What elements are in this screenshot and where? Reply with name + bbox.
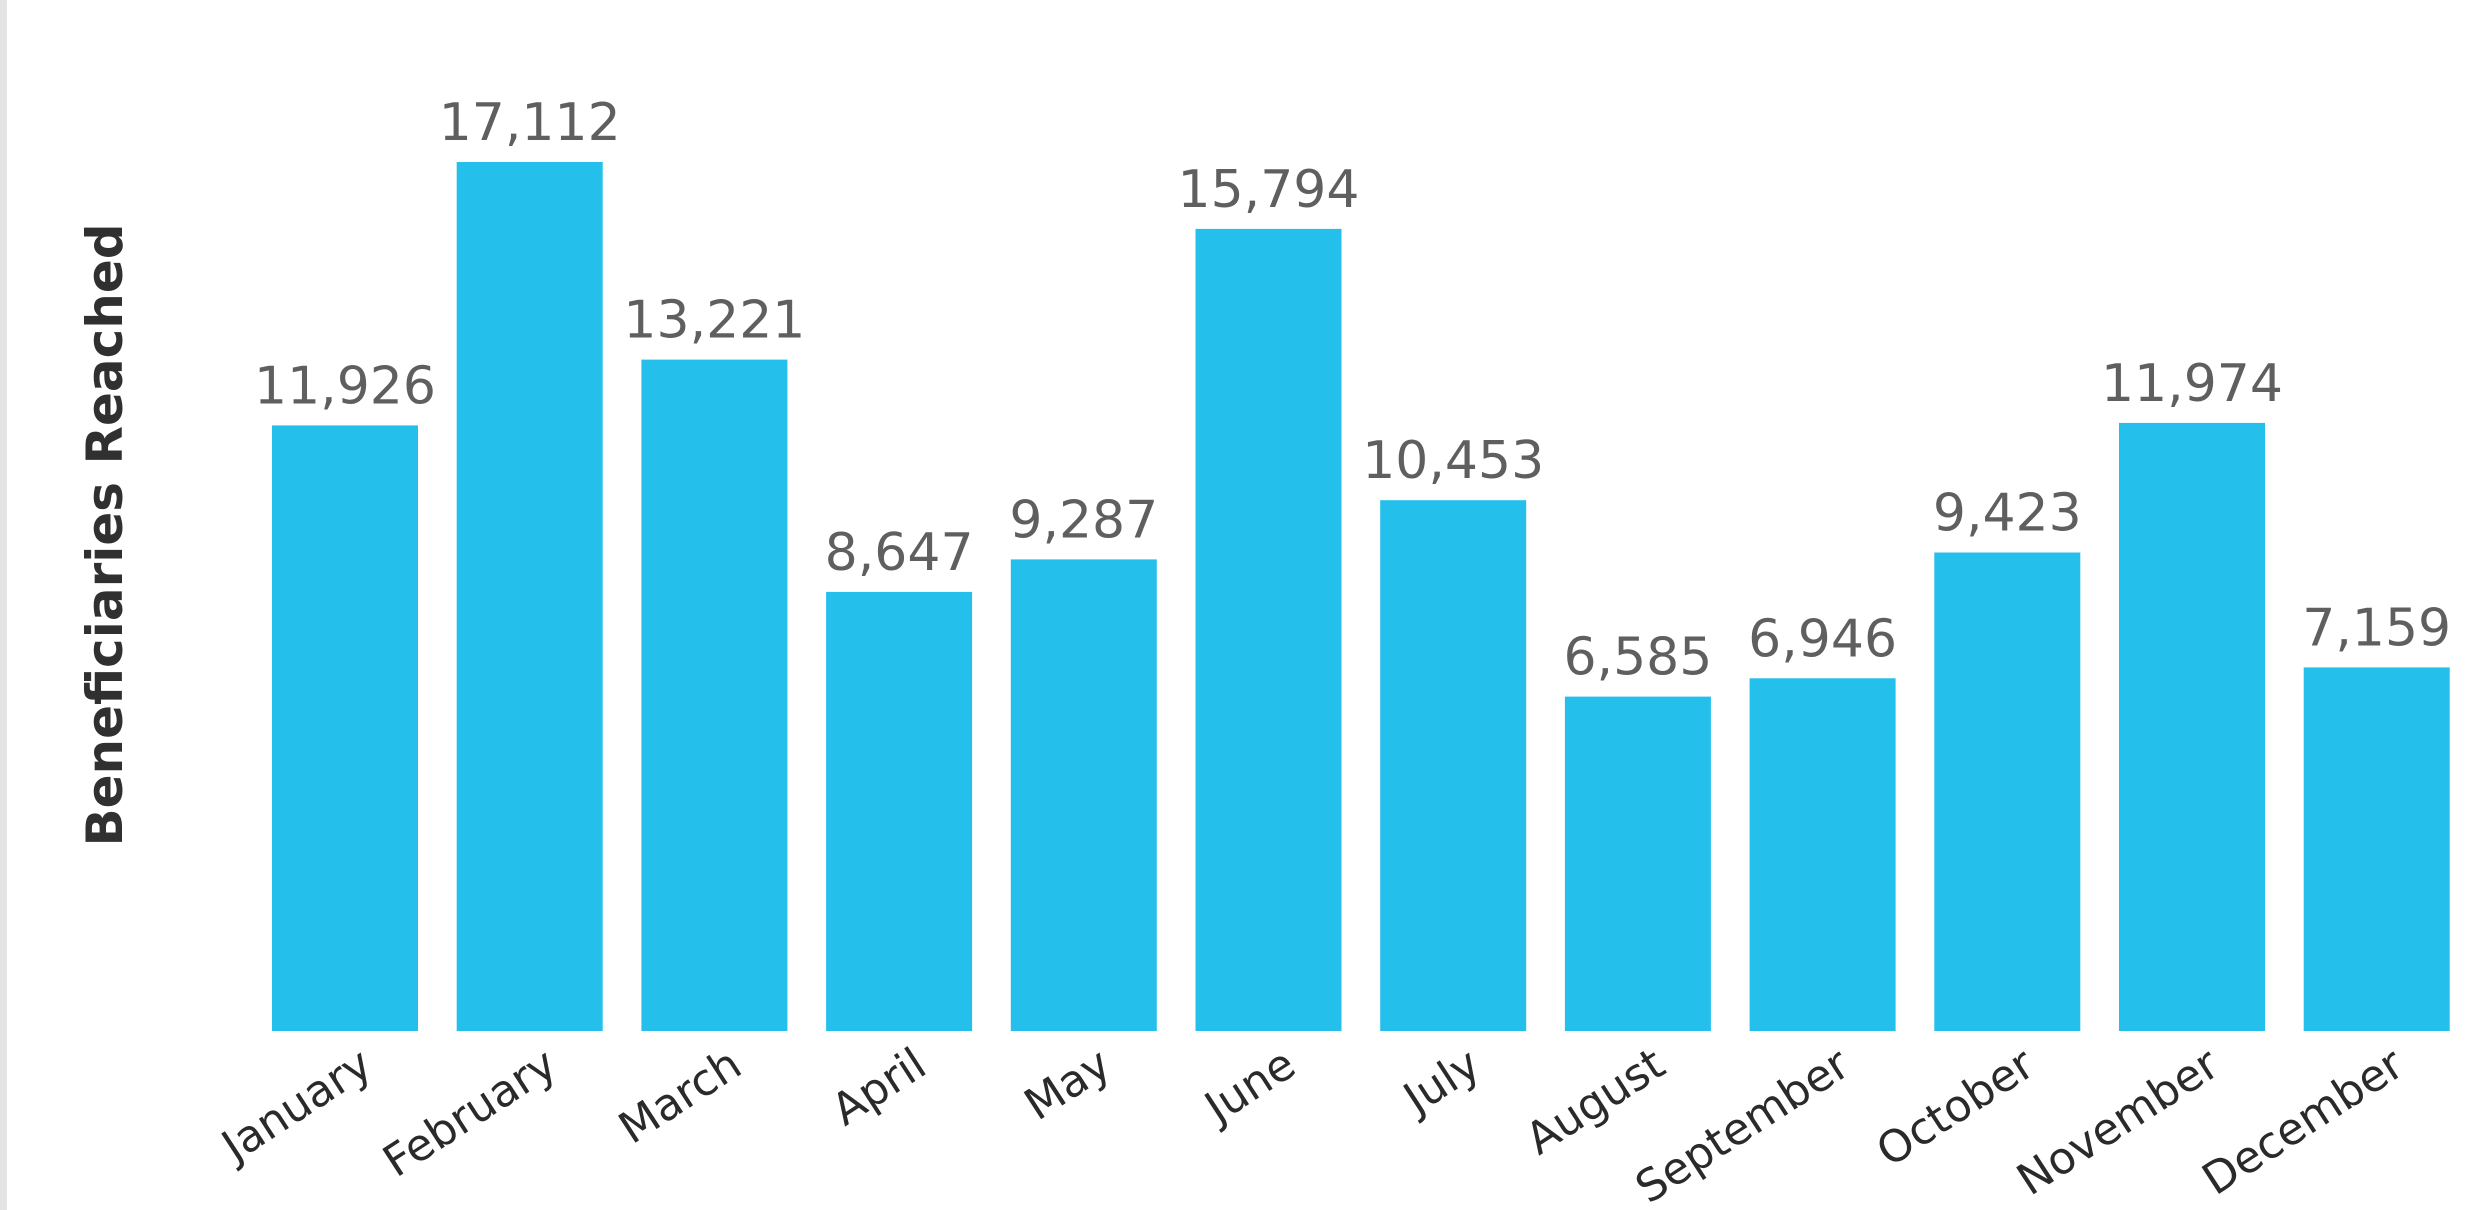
y-axis-title: Beneficiaries Reached	[76, 223, 134, 846]
bar-november[interactable]	[2119, 422, 2265, 1031]
x-tick-label: November	[2008, 1038, 2229, 1206]
value-label: 9,287	[1009, 490, 1158, 550]
bar-october[interactable]	[1934, 552, 2081, 1032]
bar-august[interactable]	[1564, 696, 1711, 1031]
value-label: 13,221	[623, 291, 805, 351]
value-label: 15,794	[1178, 160, 1360, 220]
value-label: 6,946	[1748, 609, 1897, 669]
bar-march[interactable]	[641, 359, 788, 1032]
bar-april[interactable]	[826, 591, 973, 1031]
value-label: 10,453	[1362, 431, 1544, 491]
x-tick-label: March	[610, 1038, 750, 1154]
bars	[272, 162, 2450, 1032]
value-label: 9,423	[1933, 484, 2082, 544]
value-labels: 11,926 17,112 13,221 8,647 9,287 15,794 10,453…	[254, 93, 2451, 688]
value-label: 6,585	[1563, 628, 1712, 688]
value-label: 8,647	[825, 523, 974, 583]
value-label: 11,926	[254, 356, 436, 416]
bar-december[interactable]	[2303, 667, 2450, 1031]
window-edge	[0, 0, 7, 1210]
x-tick-label: February	[374, 1038, 565, 1187]
value-label: 17,112	[439, 93, 621, 153]
x-tick-label: April	[823, 1038, 935, 1136]
x-tick-label: June	[1194, 1038, 1305, 1135]
bar-february[interactable]	[456, 162, 603, 1031]
value-label: 11,974	[2101, 354, 2283, 414]
bar-july[interactable]	[1380, 500, 1527, 1031]
bar-september[interactable]	[1749, 678, 1896, 1031]
bar-may[interactable]	[1010, 559, 1157, 1031]
x-tick-label: August	[1517, 1038, 1674, 1165]
value-label: 7,159	[2302, 598, 2451, 658]
x-tick-label: May	[1016, 1038, 1120, 1130]
x-tick-label: July	[1393, 1038, 1490, 1126]
bar-january[interactable]	[272, 425, 418, 1031]
x-tick-label: December	[2194, 1038, 2414, 1206]
x-tick-label: January	[211, 1038, 381, 1173]
bar-june[interactable]	[1195, 228, 1342, 1031]
